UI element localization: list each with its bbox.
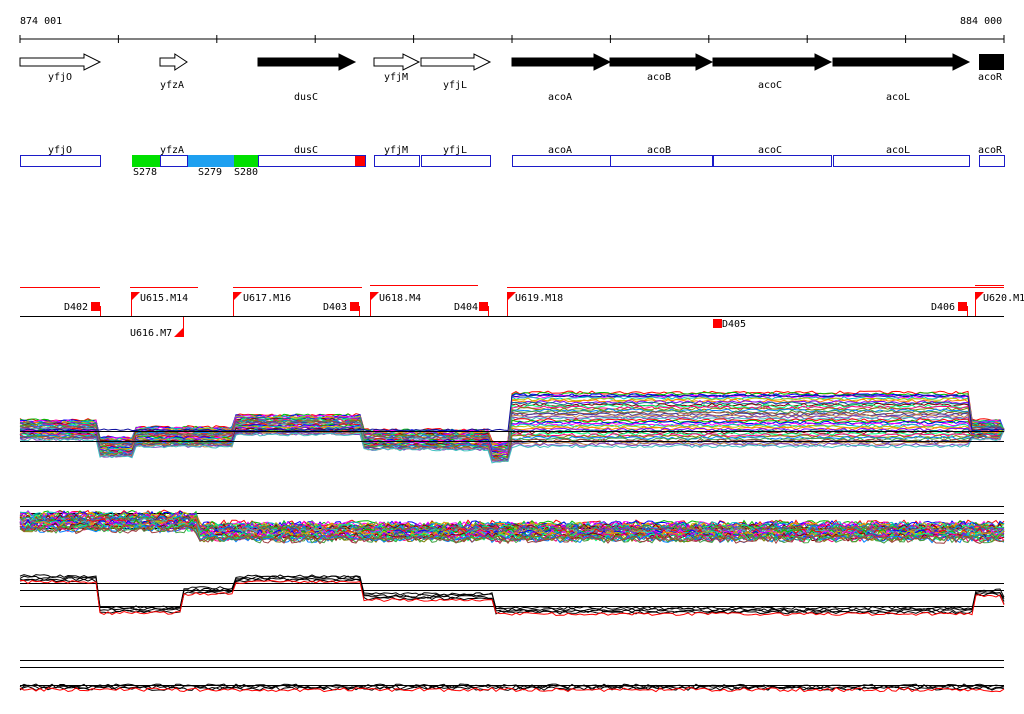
gene-label-acoR: acoR [978,72,1003,83]
box-label-acoC: acoC [758,145,782,156]
marker-label-u620-m1: U620.M1 [983,293,1024,304]
gene-arrow-yfjM [373,53,421,71]
expression-track-3 [19,574,1005,617]
segment-label-s280: S280 [234,167,258,178]
expression-track-4 [19,660,1005,693]
marker-label-u615-m14: U615.M14 [140,293,188,304]
upshift-flag-u616 [174,328,183,337]
expression-profile-line [19,413,1005,451]
gene-arrow-track: yfjO yfzA dusC yfjM yfjL acoA acoB acoC … [19,53,1004,103]
marker-label-d403: D403 [323,302,347,313]
gene-arrow-acoA [511,53,612,71]
summary-profile-line [19,686,1005,693]
box-label-yfjL: yfjL [443,145,467,156]
segment-label-s278: S278 [133,167,157,178]
gene-label-dusC: dusC [294,92,318,103]
gene-box-acoB [610,155,713,167]
upshift-flag [507,292,516,301]
gene-arrow-acoR [979,54,1004,70]
gene-arrow-acoL [832,53,971,71]
box-label-yfzA: yfzA [160,145,184,156]
downshift-box [350,302,359,311]
box-label-yfjO: yfjO [48,145,72,156]
marker-label-d405: D405 [722,319,746,330]
gene-label-acoC: acoC [758,80,782,91]
expression-track-2 [19,506,1005,545]
expression-profile-line [19,524,1004,544]
downshift-box-d405 [713,319,722,328]
gene-box-yfjM [374,155,420,167]
gene-arrow-yfjO [19,53,102,71]
expression-profile-line [19,525,1005,545]
summary-profile-line [19,575,1005,612]
expression-profile-line [19,394,1005,432]
downshift-box [479,302,488,311]
gene-arrow-yfzA [159,53,188,71]
gene-label-acoA: acoA [548,92,572,103]
gene-label-yfjM: yfjM [384,72,408,83]
expression-profile-line [19,522,1005,543]
box-label-yfjM: yfjM [384,145,408,156]
gene-label-acoL: acoL [886,92,910,103]
expression-profile-line [19,523,1005,544]
gene-label-yfzA: yfzA [160,80,184,91]
expression-profile-line [19,410,1005,452]
marker-label-d402: D402 [64,302,88,313]
gene-box-dusC [258,155,366,167]
upshift-flag [370,292,379,301]
summary-profile-line [19,574,1005,611]
gene-box-yfjO [20,155,101,167]
box-label-acoR: acoR [978,145,1003,156]
marker-label-d406: D406 [931,302,955,313]
end-coordinate: 884 000 [960,16,1002,27]
gene-arrow-tip [979,54,983,70]
gene-label-yfjO: yfjO [48,72,72,83]
expression-track-1 [19,390,1005,464]
expression-profile-line [19,409,1005,451]
box-label-acoL: acoL [886,145,910,156]
gene-arrow-yfjL [420,53,492,71]
gene-box-yfzA [160,155,188,167]
gene-box-track: yfjO yfzA dusC yfjM yfjL acoA acoB acoC … [20,145,1005,178]
box-label-acoB: acoB [647,145,671,156]
segment-s279 [187,155,234,167]
marker-label-u616-m7: U616.M7 [130,328,172,339]
expression-profile-line [19,429,1005,464]
marker-label-u619-m18: U619.M18 [515,293,563,304]
gene-box-acoR [979,155,1005,167]
upshift-flag [233,292,242,301]
marker-label-u618-m4: U618.M4 [379,293,421,304]
transcription-marker-track: D402 U615.M14 U616.M7 U617.M16 D403 U618… [20,285,1024,339]
gene-arrow-acoC [712,53,833,71]
summary-profile-line [19,579,1005,617]
gene-box-acoA [512,155,611,167]
gene-label-yfjL: yfjL [443,80,467,91]
gene-label-acoB: acoB [647,72,671,83]
segment-label-s279: S279 [198,167,222,178]
box-label-dusC: dusC [294,145,318,156]
expression-profile-line [20,405,1005,450]
upshift-flag [131,292,140,301]
position-ruler [19,35,1005,43]
expression-profile-line [19,521,1005,541]
marker-label-d404: D404 [454,302,478,313]
gene-box-yfjL [421,155,491,167]
expression-profile-line [19,391,1005,445]
start-coordinate: 874 001 [20,16,62,27]
gene-box-acoL [833,155,970,167]
gene-arrow-acoB [609,53,714,71]
box-label-acoA: acoA [548,145,572,156]
downshift-box [91,302,100,311]
marker-label-u617-m16: U617.M16 [243,293,291,304]
gene-arrow-dusC [257,53,357,71]
downshift-box [958,302,967,311]
segment-s280 [234,155,258,167]
gene-box-acoC [713,155,832,167]
segment-s278 [132,155,160,167]
segment-end-red [355,155,365,167]
upshift-flag [975,292,984,301]
